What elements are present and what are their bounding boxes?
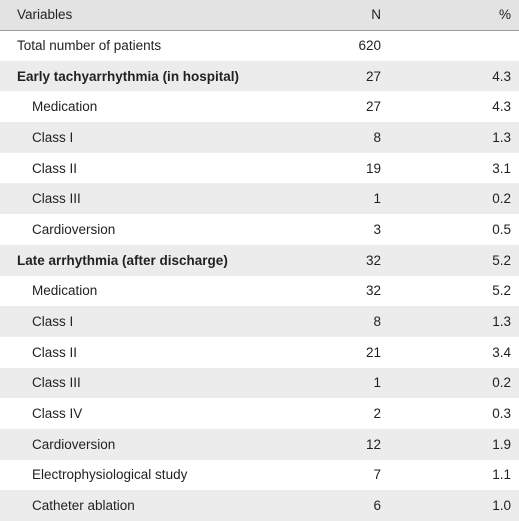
table-row: Cardioversion 3 0.5 [0,214,519,245]
row-label: Class III [32,375,81,391]
row-percent: 3.4 [492,344,511,360]
row-percent [385,30,519,61]
table-row: Class III 1 0.2 [0,367,519,399]
row-n: 8 [373,129,381,145]
table-row: Medication 27 4.3 [0,91,519,123]
table-row: Early tachyarrhythmia (in hospital) 27 4.3 [0,60,519,92]
row-label: Class IV [32,406,83,422]
row-percent: 5.2 [492,252,511,268]
row-label: Electrophysiological study [32,467,188,483]
table-row: Catheter ablation 6 1.0 [0,490,519,521]
row-n: 27 [365,99,381,115]
row-percent: 1.3 [492,129,511,145]
row-label: Class I [32,314,74,330]
header-row: Variables N % [0,0,519,30]
row-label: Class II [32,160,78,176]
header-n: N [371,7,381,23]
row-percent: 5.2 [492,283,511,299]
row-percent: 3.1 [492,160,511,176]
row-n: 27 [365,68,381,84]
row-n: 8 [373,314,381,330]
row-percent: 0.2 [492,375,511,391]
header-variables: Variables [17,7,73,23]
row-n: 1 [373,191,381,207]
row-percent: 1.3 [492,314,511,330]
table-row: Medication 32 5.2 [0,275,519,307]
table-row: Late arrhythmia (after discharge) 32 5.2 [0,244,519,276]
row-n: 3 [373,221,381,237]
row-label: Late arrhythmia (after discharge) [17,252,228,268]
row-n: 19 [365,160,381,176]
row-percent: 0.5 [492,221,511,237]
table-header: Variables N % [0,0,519,30]
row-percent: 0.3 [492,406,511,422]
row-label: Class I [32,129,74,145]
row-label: Early tachyarrhythmia (in hospital) [17,68,240,84]
row-label: Class II [32,344,78,360]
row-label: Medication [32,99,98,115]
row-percent: 1.0 [492,498,511,514]
table-row: Electrophysiological study 7 1.1 [0,459,519,491]
table-row: Class IV 2 0.3 [0,398,519,429]
row-n: 32 [365,283,381,299]
row-n: 21 [365,344,381,360]
row-n: 620 [358,38,381,54]
row-n: 6 [373,498,381,514]
row-label: Cardioversion [32,436,116,452]
row-percent: 1.1 [492,467,511,483]
row-n: 1 [373,375,381,391]
row-label: Total number of patients [17,38,162,54]
row-n: 7 [373,467,381,483]
table-row: Class III 1 0.2 [0,183,519,215]
table-row: Class II 19 3.1 [0,152,519,184]
table-row: Class I 8 1.3 [0,306,519,337]
table-body: Total number of patients 620 Early tachyar… [0,30,519,521]
row-n: 12 [365,436,381,452]
header-percent: % [498,7,511,23]
row-n: 2 [373,406,381,422]
row-label: Catheter ablation [32,498,135,514]
row-percent: 4.3 [492,68,511,84]
table-row: Cardioversion 12 1.9 [0,428,519,460]
row-percent: 0.2 [492,191,511,207]
table-row: Class II 21 3.4 [0,336,519,368]
row-percent: 1.9 [492,436,511,452]
row-percent: 4.3 [492,99,511,115]
table-row: Total number of patients 620 [0,30,519,61]
row-n: 32 [365,252,381,268]
row-label: Class III [32,191,81,207]
row-label: Cardioversion [32,221,116,237]
row-label: Medication [32,283,98,299]
table-row: Class I 8 1.3 [0,122,519,153]
